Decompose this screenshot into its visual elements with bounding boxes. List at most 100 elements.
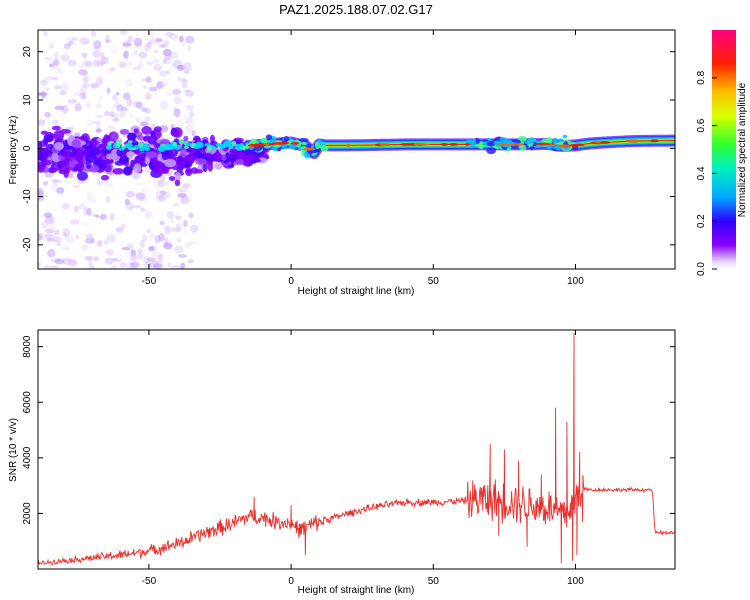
noise-blob bbox=[106, 87, 111, 94]
noise-blob bbox=[52, 235, 62, 244]
noise-blob bbox=[148, 246, 155, 251]
noise-blob bbox=[51, 178, 59, 184]
noise-blob bbox=[173, 201, 180, 208]
noise-blob bbox=[120, 223, 126, 229]
noise-blob bbox=[109, 46, 118, 54]
noise-blob bbox=[180, 39, 187, 47]
noise-blob bbox=[114, 96, 119, 105]
noise-blob bbox=[158, 44, 167, 48]
hot-blob bbox=[107, 141, 112, 147]
hot-blob bbox=[172, 141, 178, 147]
noise-blob bbox=[54, 105, 65, 111]
noise-blob bbox=[104, 34, 110, 43]
colorbar-ticks: 0.0 0.2 0.4 0.6 0.8 bbox=[696, 70, 717, 276]
energy-blob bbox=[54, 141, 64, 151]
noise-blob bbox=[54, 258, 65, 265]
noise-blob bbox=[147, 30, 156, 38]
energy-blob bbox=[194, 137, 200, 142]
noise-blob bbox=[81, 82, 91, 89]
noise-blob bbox=[153, 49, 159, 54]
energy-blob bbox=[125, 151, 136, 157]
noise-blob bbox=[129, 254, 138, 262]
noise-blob bbox=[62, 202, 70, 210]
noise-blob bbox=[100, 183, 111, 187]
noise-blob bbox=[135, 101, 143, 109]
noise-blob bbox=[44, 171, 54, 178]
energy-blob bbox=[197, 165, 204, 171]
hot-blob bbox=[115, 140, 122, 147]
energy-blob bbox=[95, 128, 102, 133]
noise-blob bbox=[113, 103, 119, 109]
noise-blob bbox=[166, 210, 175, 219]
noise-blob bbox=[44, 55, 51, 63]
noise-blob bbox=[190, 224, 199, 233]
noise-blob bbox=[95, 214, 100, 218]
noise-blob bbox=[74, 103, 82, 112]
x-tick-label: 0 bbox=[288, 276, 294, 287]
noise-blob bbox=[50, 258, 61, 263]
noise-blob bbox=[159, 235, 169, 244]
energy-blob bbox=[207, 160, 214, 172]
noise-blob bbox=[153, 63, 162, 72]
ridge-blob bbox=[488, 141, 493, 145]
noise-blob bbox=[130, 249, 136, 257]
noise-blob bbox=[104, 257, 115, 265]
ridge-blob bbox=[478, 143, 485, 150]
noise-blob bbox=[139, 121, 149, 127]
noise-blob bbox=[169, 217, 175, 224]
ridge-core bbox=[248, 143, 266, 147]
noise-blob bbox=[161, 191, 171, 200]
noise-blob bbox=[162, 40, 170, 47]
noise-blob bbox=[158, 194, 165, 202]
ridge-core bbox=[345, 143, 352, 147]
hot-blob bbox=[210, 146, 217, 150]
noise-blob bbox=[54, 85, 62, 90]
noise-blob bbox=[152, 263, 163, 269]
energy-blob bbox=[177, 156, 184, 163]
noise-blob bbox=[92, 50, 102, 58]
ridge-blob bbox=[552, 137, 558, 143]
colorbar-tick-label: 0.2 bbox=[696, 214, 707, 228]
noise-blob bbox=[86, 119, 94, 127]
noise-blob bbox=[107, 124, 115, 131]
noise-blob bbox=[154, 38, 163, 43]
noise-blob bbox=[96, 178, 103, 186]
noise-blob bbox=[111, 94, 117, 101]
noise-blob bbox=[140, 207, 145, 213]
noise-blob bbox=[146, 41, 153, 48]
noise-blob bbox=[38, 91, 43, 97]
noise-blob bbox=[38, 191, 45, 200]
noise-blob bbox=[48, 42, 55, 49]
energy-blob bbox=[127, 132, 136, 141]
noise-blob bbox=[132, 66, 142, 71]
noise-blob bbox=[84, 255, 93, 261]
noise-blob bbox=[127, 35, 134, 43]
noise-blob bbox=[116, 259, 122, 263]
noise-blob bbox=[126, 97, 133, 107]
energy-blob bbox=[105, 153, 115, 160]
hot-blob bbox=[106, 145, 112, 150]
ridge-core bbox=[556, 144, 572, 148]
noise-blob bbox=[47, 249, 56, 258]
noise-blob bbox=[44, 228, 55, 234]
noise-blob bbox=[152, 59, 160, 63]
noise-blob bbox=[49, 221, 56, 230]
spectrogram-y-label: Frequency (Hz) bbox=[8, 116, 19, 185]
noise-blob bbox=[96, 240, 103, 247]
noise-blob bbox=[84, 237, 94, 244]
noise-blob bbox=[169, 51, 179, 60]
noise-blob bbox=[144, 211, 153, 219]
noise-blob bbox=[62, 232, 68, 238]
energy-blob bbox=[132, 159, 143, 165]
noise-blob bbox=[184, 124, 194, 134]
ridge-core bbox=[574, 143, 585, 147]
noise-blob bbox=[109, 111, 115, 118]
noise-blob bbox=[145, 76, 152, 83]
noise-blob bbox=[152, 179, 162, 188]
noise-blob bbox=[82, 60, 91, 66]
noise-blob bbox=[44, 233, 54, 240]
noise-blob bbox=[137, 248, 144, 253]
noise-blob bbox=[82, 40, 90, 45]
energy-blob bbox=[233, 160, 240, 165]
spectrogram-frame bbox=[37, 29, 676, 270]
